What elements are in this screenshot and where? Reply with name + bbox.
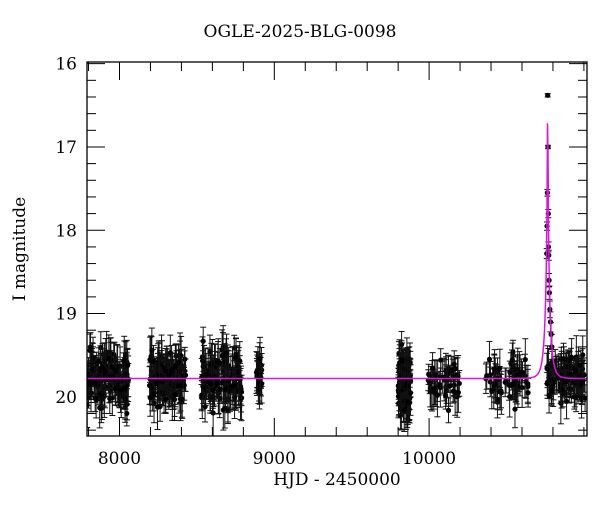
x-tick-label: 10000 <box>402 449 456 469</box>
data-points <box>87 92 587 436</box>
y-tick-label: 19 <box>55 305 77 325</box>
x-tick-label: 8000 <box>98 449 141 469</box>
y-tick-label: 16 <box>55 55 77 75</box>
axes: 8000 9000 10000 16 17 18 19 20 <box>55 55 588 469</box>
x-tick-label: 9000 <box>253 449 296 469</box>
y-tick-label: 18 <box>55 221 77 241</box>
x-axis-label: HJD - 2450000 <box>273 470 401 490</box>
y-tick-label: 17 <box>55 138 77 158</box>
chart-title: OGLE-2025-BLG-0098 <box>203 22 397 42</box>
y-tick-label: 20 <box>55 388 77 408</box>
model-curve <box>87 123 587 380</box>
